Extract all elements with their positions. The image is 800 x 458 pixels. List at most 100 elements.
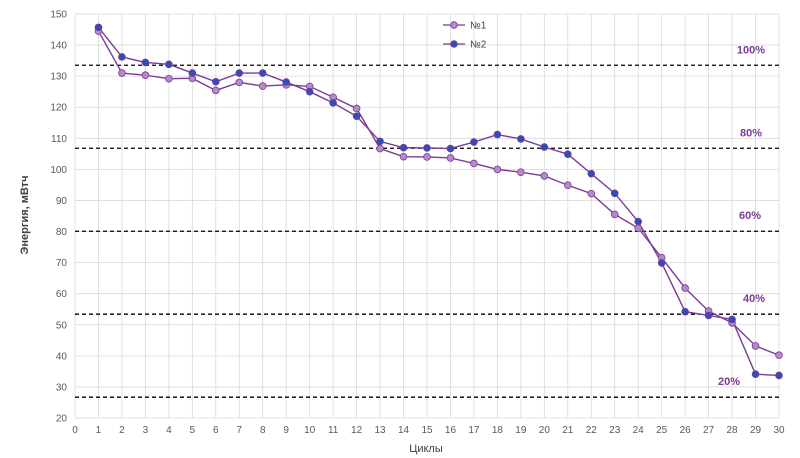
series-1-point [352,104,361,113]
x-tick-label: 28 [727,425,739,436]
series-1-point [258,82,267,90]
series-2-point [634,217,642,226]
series-1-point [540,172,549,180]
legend-label-series-2: №2 [470,40,487,51]
series-1-point [610,210,619,219]
series-2-point [563,150,572,158]
series-2-point [212,77,220,86]
series-2-point [657,259,666,267]
x-tick-label: 3 [143,425,149,436]
x-axis-title: Циклы [409,443,443,455]
series-2-point [305,87,314,96]
legend-marker-series-1 [450,21,458,29]
y-tick-label: 60 [56,289,68,300]
y-tick-label: 70 [56,258,68,269]
x-tick-label: 20 [539,425,551,436]
legend-label-series-1: №1 [470,21,487,32]
series-1-point [470,159,478,168]
series-2-point [352,112,361,121]
x-tick-label: 30 [773,425,785,436]
x-tick-label: 8 [260,425,266,436]
series-2-point [728,315,736,324]
series-2-point [399,143,408,152]
x-tick-label: 29 [750,425,762,436]
reference-label: 40% [743,293,765,305]
axis-ticks: 0 1 2 3 4 5 6 7 8 9 10 11 12 13 14 15 16 17 18 19 20 21 22 23 24… [50,10,785,437]
y-tick-label: 50 [56,320,68,331]
x-tick-label: 5 [190,425,196,436]
series-2-point [517,135,525,143]
x-tick-label: 17 [468,425,480,436]
x-tick-label: 13 [375,425,387,436]
series-1-point [423,153,431,161]
x-tick-label: 16 [445,425,457,436]
series-2-point [704,311,713,320]
y-tick-label: 130 [50,72,67,83]
series-2-point [118,53,126,61]
series-1-point [587,189,596,198]
reference-label: 100% [737,44,765,56]
series-2-point [775,371,783,380]
x-tick-label: 14 [398,425,410,436]
x-tick-label: 6 [213,425,219,436]
reference-label: 20% [718,376,740,388]
series-1-point [446,154,455,162]
y-tick-label: 90 [56,196,68,207]
x-tick-label: 23 [609,425,621,436]
x-tick-label: 15 [421,425,433,436]
x-tick-label: 2 [119,425,125,436]
y-tick-label: 110 [51,134,67,145]
x-tick-label: 18 [492,425,504,436]
reference-label: 60% [739,210,761,222]
y-tick-label: 80 [56,227,68,238]
series-1-point [376,144,384,153]
series-2-point [282,78,291,86]
y-tick-label: 120 [50,103,67,114]
series-1-point [141,71,150,80]
series-2-point [587,169,596,178]
y-tick-label: 100 [50,165,67,176]
series [94,23,783,380]
series-1-point [118,69,126,77]
y-tick-label: 150 [50,10,67,21]
series-2-point [235,69,244,77]
x-tick-label: 10 [304,425,316,436]
x-tick-label: 26 [680,425,692,436]
series-1-point [235,78,244,87]
x-tick-label: 7 [236,425,242,436]
series-2-point [423,144,431,152]
x-tick-label: 9 [283,425,289,436]
series-2-point [446,144,455,153]
series-1-point [399,152,408,161]
y-tick-label: 30 [56,382,68,393]
x-tick-label: 25 [656,425,668,436]
y-axis-title: Энергия, мВтч [19,176,31,255]
series-2-point [470,138,478,146]
series-2-point [610,189,619,198]
series-2-point [94,23,103,32]
x-tick-label: 21 [562,425,574,436]
series-1-point [212,86,220,95]
series-1-point [165,74,173,83]
series-2-point [141,58,150,67]
x-tick-label: 4 [166,425,172,436]
legend-marker-series-2 [450,40,458,48]
x-tick-label: 11 [328,425,339,436]
x-tick-label: 19 [515,425,527,436]
series-2-point [540,143,549,151]
y-tick-label: 40 [56,351,68,362]
series-2-point [188,69,197,77]
series-1-point [563,181,572,190]
series-1-point [634,224,642,232]
series-2-point [329,99,337,107]
series-1-point [493,165,502,174]
x-tick-label: 24 [633,425,645,436]
legend: №1 №2 [443,21,487,51]
x-tick-label: 1 [96,425,102,436]
series-1-point [751,342,760,350]
series-2-point [493,130,502,139]
x-tick-label: 12 [351,425,363,436]
series-2-point [681,307,689,316]
